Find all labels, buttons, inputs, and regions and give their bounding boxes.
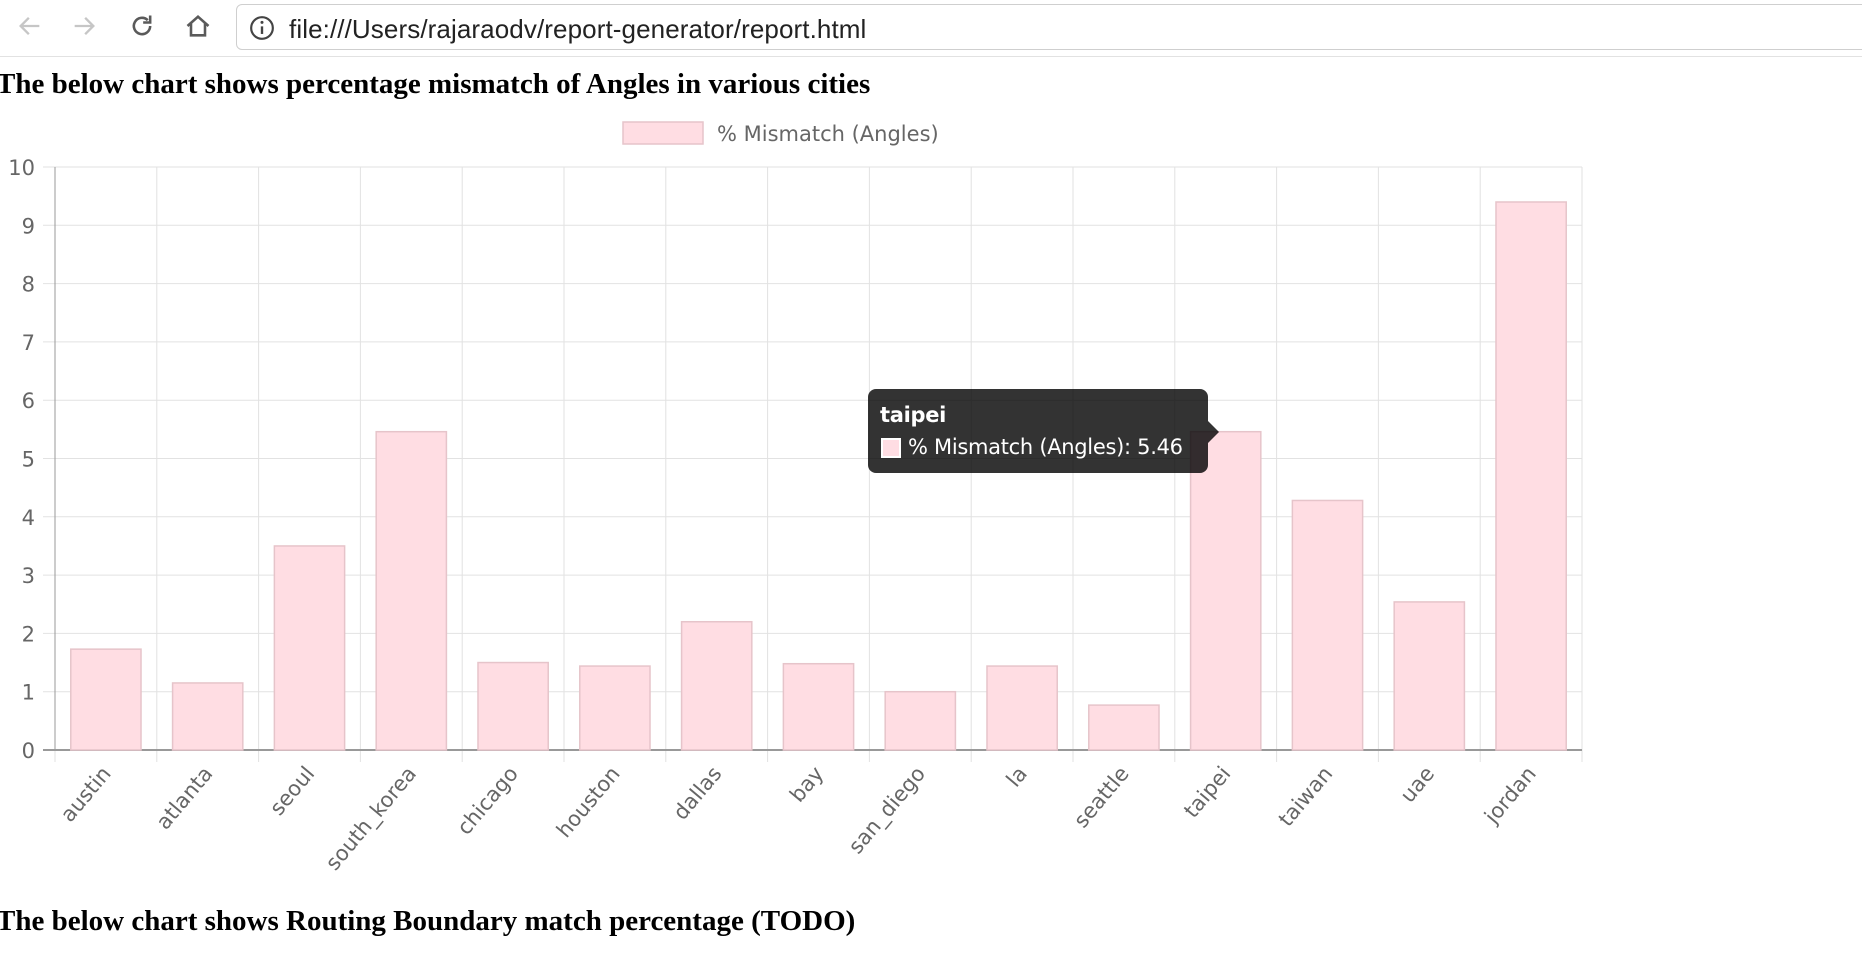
bar bbox=[171, 682, 244, 751]
tooltip-label: % Mismatch (Angles): 5.46 bbox=[908, 435, 1183, 459]
y-tick-label: 10 bbox=[8, 156, 35, 180]
bar bbox=[273, 545, 346, 751]
tooltip-swatch bbox=[881, 438, 901, 458]
y-tick-label: 3 bbox=[22, 564, 35, 588]
y-tick-label: 7 bbox=[22, 331, 35, 355]
bar bbox=[1189, 430, 1262, 751]
x-tick-label: taiwan bbox=[1274, 762, 1338, 831]
bar bbox=[579, 665, 651, 751]
bar bbox=[1495, 201, 1567, 751]
x-tick-label: bay bbox=[785, 762, 828, 807]
forward-arrow-icon bbox=[74, 17, 95, 35]
x-tick-label: uae bbox=[1396, 762, 1440, 807]
x-tick-label: taipei bbox=[1179, 762, 1235, 823]
x-tick-label: san_diego bbox=[844, 762, 931, 859]
chart-heading: The below chart shows percentage mismatc… bbox=[0, 68, 871, 100]
bar bbox=[375, 430, 448, 751]
bar bbox=[1393, 601, 1466, 751]
bar-chart: 0 1 2 3 4 5 6 7 8 9 10 austin atlanta seoul south_kore… bbox=[8, 121, 1583, 876]
legend-swatch bbox=[622, 121, 704, 145]
y-tick-label: 4 bbox=[22, 506, 35, 530]
x-tick-label: atlanta bbox=[151, 762, 217, 834]
back-arrow-icon bbox=[19, 17, 40, 35]
x-tick-label: houston bbox=[552, 762, 625, 842]
y-tick-label: 6 bbox=[22, 389, 35, 413]
home-button[interactable] bbox=[180, 8, 216, 44]
y-tick-label: 9 bbox=[22, 214, 35, 238]
home-icon bbox=[186, 14, 210, 37]
x-tick-label: jordan bbox=[1479, 762, 1541, 829]
y-tick-label: 0 bbox=[22, 739, 35, 763]
routing-heading: The below chart shows Routing Boundary m… bbox=[0, 905, 856, 937]
y-tick-label: 1 bbox=[22, 681, 35, 705]
browser-toolbar: file:///Users/rajaraodv/report-generator… bbox=[0, 0, 1862, 57]
x-tick-label: la bbox=[1002, 762, 1032, 792]
y-tick-label: 2 bbox=[22, 622, 35, 646]
bar bbox=[884, 690, 957, 751]
x-tick-label: austin bbox=[56, 762, 116, 827]
x-tick-label: seoul bbox=[265, 762, 319, 820]
bar bbox=[986, 665, 1058, 751]
x-tick-label: dallas bbox=[668, 762, 726, 825]
chart-tooltip: taipei % Mismatch (Angles): 5.46 bbox=[868, 389, 1219, 473]
address-bar[interactable]: file:///Users/rajaraodv/report-generator… bbox=[236, 4, 1862, 50]
bar bbox=[1291, 499, 1364, 751]
bar bbox=[70, 648, 142, 751]
y-tick-label: 8 bbox=[22, 273, 35, 297]
bar bbox=[1088, 704, 1160, 751]
y-tick-label: 5 bbox=[22, 448, 35, 472]
bar bbox=[782, 662, 855, 751]
reload-icon bbox=[132, 15, 152, 36]
legend-label: % Mismatch (Angles) bbox=[717, 122, 939, 146]
x-tick-label: south_korea bbox=[321, 762, 422, 876]
x-tick-label: seattle bbox=[1069, 762, 1134, 833]
tooltip-title: taipei bbox=[880, 403, 947, 427]
reload-button[interactable] bbox=[124, 8, 160, 44]
tooltip-caret bbox=[1208, 421, 1219, 443]
bar bbox=[477, 661, 549, 751]
forward-button[interactable] bbox=[66, 8, 102, 44]
info-icon[interactable] bbox=[249, 15, 275, 41]
x-tick-label: chicago bbox=[452, 762, 523, 840]
back-button[interactable] bbox=[12, 8, 48, 44]
bar bbox=[680, 620, 753, 751]
url-text[interactable]: file:///Users/rajaraodv/report-generator… bbox=[289, 14, 867, 44]
